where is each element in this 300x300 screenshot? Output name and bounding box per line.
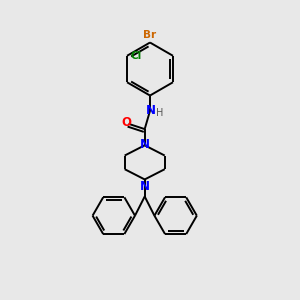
- Text: Br: Br: [143, 31, 157, 40]
- Text: N: N: [146, 104, 156, 117]
- Text: N: N: [140, 180, 150, 193]
- Text: N: N: [140, 138, 150, 151]
- Text: O: O: [121, 116, 131, 129]
- Text: Cl: Cl: [130, 51, 142, 61]
- Text: H: H: [156, 108, 163, 118]
